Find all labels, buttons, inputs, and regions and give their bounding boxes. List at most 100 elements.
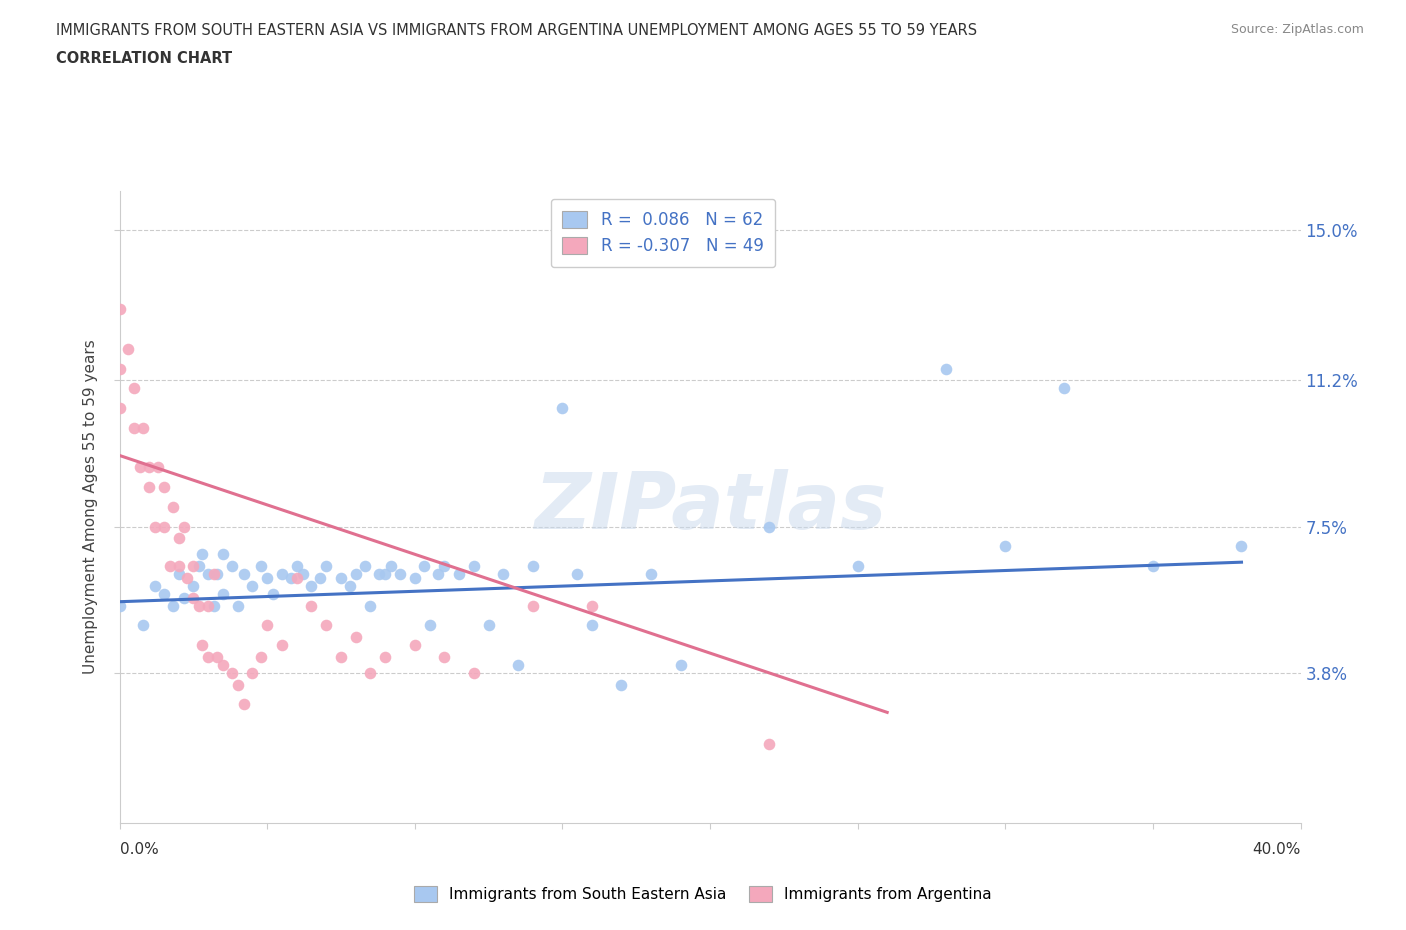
Point [329,649,352,664]
Point [191,547,214,562]
Point [173,591,195,605]
Point [221,559,243,574]
Point [153,480,174,495]
Point [232,698,254,712]
Point [344,566,367,581]
Point [846,559,869,574]
Point [143,519,166,534]
Point [374,649,396,664]
Point [138,460,160,475]
Point [108,361,131,376]
Point [758,519,780,534]
Point [176,571,198,586]
Point [153,519,174,534]
Point [581,618,603,633]
Text: ZIPatlas: ZIPatlas [534,469,886,545]
Point [124,381,146,396]
Point [129,460,152,475]
Point [329,571,352,586]
Point [419,618,441,633]
Point [280,571,302,586]
Point [159,559,181,574]
Point [188,598,211,613]
Point [433,649,456,664]
Point [368,566,391,581]
Point [315,559,337,574]
Point [433,559,456,574]
Point [183,559,205,574]
Point [270,566,294,581]
Point [315,618,337,633]
Point [167,531,190,546]
Text: Source: ZipAtlas.com: Source: ZipAtlas.com [1230,23,1364,36]
Point [167,559,190,574]
Point [221,666,243,681]
Point [270,638,294,653]
Point [477,618,501,633]
Point [250,649,273,664]
Point [404,638,426,653]
Point [285,559,308,574]
Point [301,578,323,593]
Point [205,566,228,581]
Point [250,559,273,574]
Point [197,566,219,581]
Point [146,460,169,475]
Point [108,598,131,613]
Point [551,401,574,416]
Point [197,649,219,664]
Point [522,598,544,613]
Point [183,578,205,593]
Point [492,566,515,581]
Point [1230,539,1253,554]
Point [285,571,308,586]
Point [256,571,278,586]
Point [242,666,264,681]
Point [143,578,166,593]
Point [610,677,633,692]
Point [522,559,544,574]
Point [191,638,214,653]
Point [132,420,155,435]
Legend: R =  0.086   N = 62, R = -0.307   N = 49: R = 0.086 N = 62, R = -0.307 N = 49 [551,199,775,267]
Point [226,677,249,692]
Point [205,649,228,664]
Point [360,598,382,613]
Point [153,587,174,602]
Point [138,480,160,495]
Point [242,578,264,593]
Point [188,559,211,574]
Point [132,618,155,633]
Text: 0.0%: 0.0% [120,842,159,857]
Point [173,519,195,534]
Point [232,566,254,581]
Point [124,420,146,435]
Point [640,566,662,581]
Point [211,587,233,602]
Point [202,598,225,613]
Point [404,571,426,586]
Point [211,658,233,672]
Legend: Immigrants from South Eastern Asia, Immigrants from Argentina: Immigrants from South Eastern Asia, Immi… [408,880,998,909]
Point [339,578,361,593]
Point [262,587,284,602]
Point [380,559,402,574]
Point [935,361,957,376]
Point [388,566,412,581]
Point [463,666,485,681]
Point [353,559,375,574]
Point [226,598,249,613]
Point [463,559,485,574]
Y-axis label: Unemployment Among Ages 55 to 59 years: Unemployment Among Ages 55 to 59 years [83,339,98,674]
Point [291,566,314,581]
Point [301,598,323,613]
Point [183,591,205,605]
Point [427,566,450,581]
Point [360,666,382,681]
Point [1142,559,1164,574]
Point [309,571,332,586]
Point [108,401,131,416]
Point [162,598,184,613]
Point [117,341,139,356]
Point [211,547,233,562]
